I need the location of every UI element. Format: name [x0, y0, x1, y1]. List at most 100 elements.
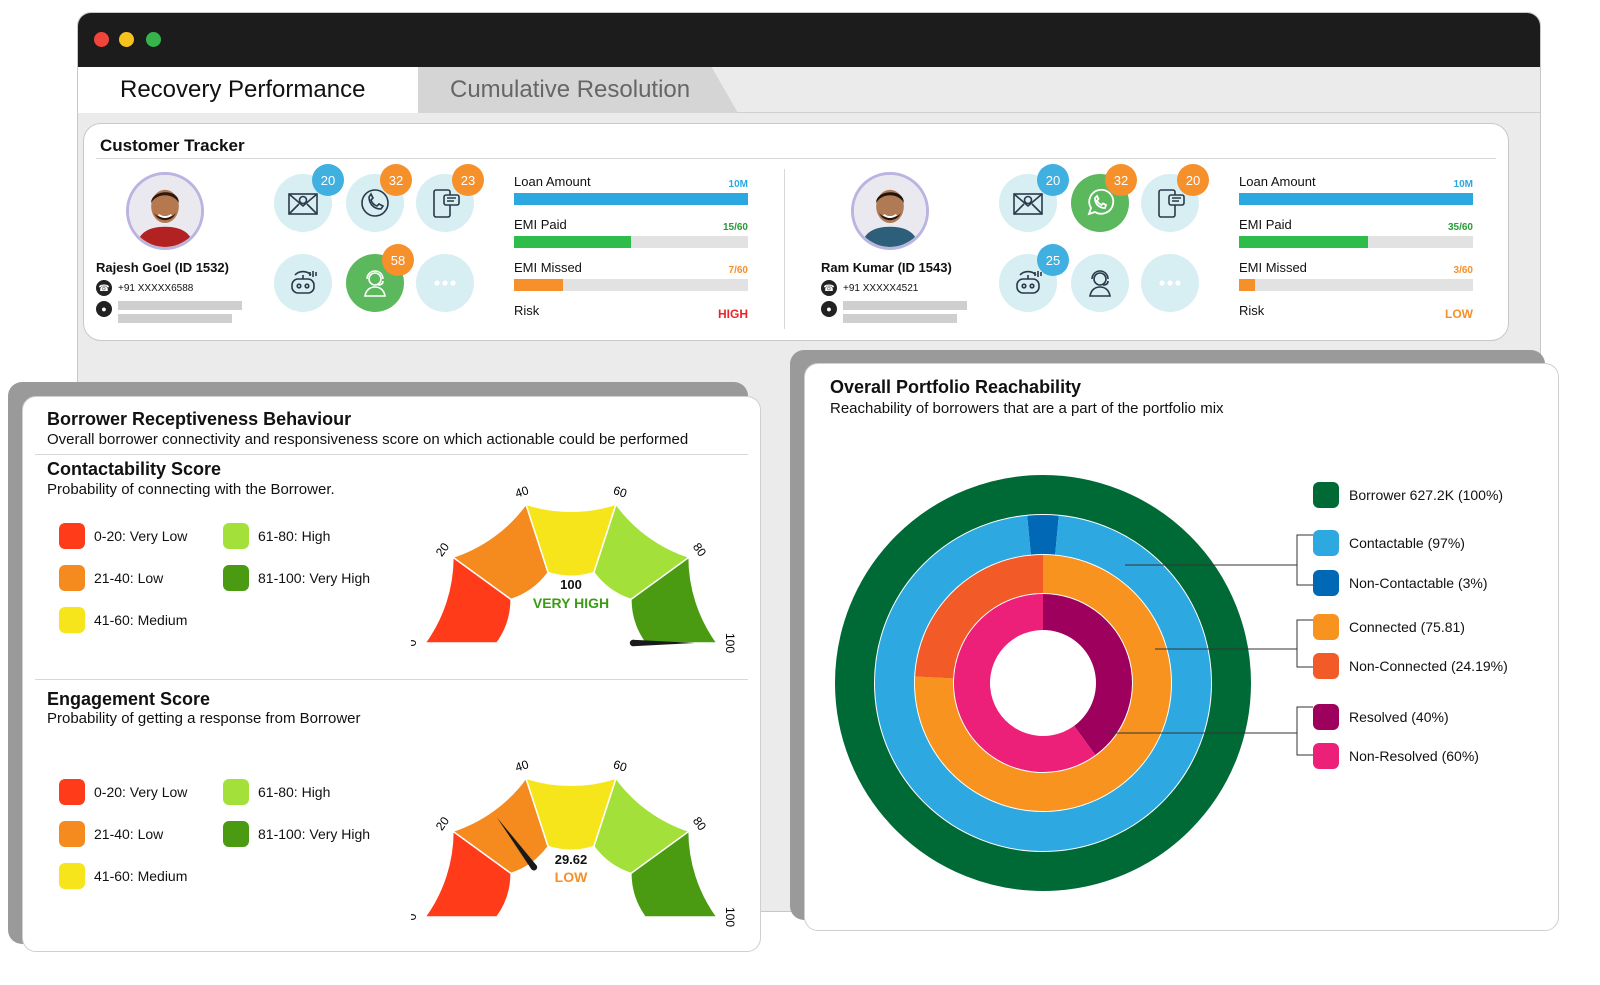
email-icon [1008, 183, 1048, 223]
donut-slice-non-contactable [1027, 515, 1059, 555]
customer-address: ● [821, 301, 967, 323]
portfolio-legend-item: Non-Resolved (60%) [1313, 743, 1479, 769]
phone-icon: ☎ [96, 280, 112, 296]
channel-count-badge: 58 [382, 244, 414, 276]
customer-avatar [851, 172, 929, 250]
gauge-tick-label: 0 [411, 639, 419, 646]
customer-phone-number: +91 XXXXX6588 [118, 282, 194, 294]
tab-recovery-performance[interactable]: Recovery Performance [78, 67, 418, 113]
customer-card[interactable]: Ram Kumar (ID 1543) ☎ +91 XXXXX4521 ● 20 32 20… [809, 164, 1499, 339]
customer-tracker: Customer Tracker Rajesh Goel (ID 1532) ☎ +… [83, 123, 1509, 341]
emi-missed-value: 7/60 [728, 265, 748, 276]
gauge-tick-label: 60 [612, 757, 629, 775]
contactability-subtitle: Probability of connecting with the Borro… [47, 481, 335, 498]
emi-missed-bar [1239, 279, 1473, 291]
score-legend-item: 81-100: Very High [223, 821, 370, 847]
portfolio-subtitle: Reachability of borrowers that are a par… [830, 400, 1224, 417]
legend-swatch [59, 863, 85, 889]
engagement-gauge: 0 20 40 60 80 100 [411, 757, 737, 927]
emi-paid-label: EMI Paid [1239, 217, 1292, 232]
agent-icon [355, 263, 395, 303]
channel-agent-button[interactable] [1071, 254, 1129, 312]
voicebot-icon [283, 263, 323, 303]
divider [96, 158, 1496, 159]
legend-label: 21-40: Low [94, 570, 164, 586]
legend-label: 0-20: Very Low [94, 528, 188, 544]
loan-amount-metric: Loan Amount 10M [514, 170, 748, 213]
score-legend-item: 21-40: Low [59, 821, 163, 847]
loan-amount-bar-fill [1239, 193, 1473, 205]
gauge-needle-hub [629, 639, 637, 647]
tab-bar: Cumulative Resolution Rate Recovery Perf… [78, 67, 1540, 113]
channel-count-badge: 20 [1037, 164, 1069, 196]
emi-paid-bar-fill [514, 236, 631, 248]
sms-icon [425, 183, 465, 223]
emi-paid-bar [514, 236, 748, 248]
donut-slice-non-resolved [953, 594, 1096, 772]
channel-more-button[interactable] [1141, 254, 1199, 312]
channel-count-badge: 20 [1177, 164, 1209, 196]
gauge-needle [496, 817, 537, 870]
emi-paid-bar [1239, 236, 1473, 248]
legend-label: 41-60: Medium [94, 868, 188, 884]
legend-label: 61-80: High [258, 784, 331, 800]
emi-paid-metric: EMI Paid 15/60 [514, 213, 748, 256]
loan-metrics: Loan Amount 10M EMI Paid 35/60 EMI Missed 3/6… [1239, 170, 1473, 342]
loan-amount-label: Loan Amount [1239, 174, 1316, 189]
score-legend-item: 81-100: Very High [223, 565, 370, 591]
legend-label: 0-20: Very Low [94, 784, 188, 800]
donut-slice-borrower [835, 475, 1251, 891]
maximize-window-button[interactable] [146, 32, 161, 47]
whatsapp-icon [1080, 183, 1120, 223]
receptiveness-subtitle: Overall borrower connectivity and respon… [47, 431, 689, 448]
legend-label: Contactable (97%) [1349, 535, 1465, 551]
gauge-tick-label: 60 [612, 483, 629, 501]
portfolio-title: Overall Portfolio Reachability [830, 377, 1082, 397]
legend-swatch [1313, 743, 1339, 769]
channel-voicebot-button[interactable] [274, 254, 332, 312]
gauge-segment [630, 555, 719, 644]
emi-missed-bar-fill [1239, 279, 1256, 291]
engagement-title: Engagement Score [47, 689, 211, 709]
legend-label: 61-80: High [258, 528, 331, 544]
score-legend-item: 61-80: High [223, 779, 330, 805]
gauge-tick-label: 80 [690, 814, 709, 833]
legend-swatch [59, 779, 85, 805]
emi-missed-metric: EMI Missed 3/60 [1239, 256, 1473, 299]
legend-label: Non-Connected (24.19%) [1349, 658, 1508, 674]
receptiveness-panel: Borrower Receptiveness Behaviour Overall… [22, 396, 761, 952]
gauge-tick-label: 100 [723, 633, 737, 653]
close-window-button[interactable] [94, 32, 109, 47]
tab-cumulative-resolution-rate[interactable]: Cumulative Resolution Rate [408, 67, 738, 113]
donut-slice-resolved [1043, 594, 1132, 756]
score-legend-item: 0-20: Very Low [59, 779, 187, 805]
channel-count-badge: 32 [380, 164, 412, 196]
channel-more-button[interactable] [416, 254, 474, 312]
customer-card[interactable]: Rajesh Goel (ID 1532) ☎ +91 XXXXX6588 ● 20 32… [84, 164, 774, 339]
legend-leader-line [1296, 565, 1313, 586]
risk-label: Risk [514, 303, 540, 318]
legend-swatch [1313, 614, 1339, 640]
legend-swatch [223, 779, 249, 805]
contactability-title: Contactability Score [47, 459, 222, 479]
channel-email-button[interactable] [999, 174, 1057, 232]
more-icon [425, 263, 465, 303]
legend-label: Non-Resolved (60%) [1349, 748, 1479, 764]
legend-leader-line [1110, 706, 1313, 734]
gauge-tick-label: 0 [411, 913, 419, 920]
redacted-address [843, 301, 967, 323]
legend-leader-line [1296, 649, 1313, 668]
customer-address: ● [96, 301, 242, 323]
minimize-window-button[interactable] [119, 32, 134, 47]
gauge-needle-hub [530, 864, 538, 871]
legend-label: 81-100: Very High [258, 826, 371, 842]
legend-swatch [223, 821, 249, 847]
receptiveness-title: Borrower Receptiveness Behaviour [47, 409, 352, 429]
legend-swatch [1313, 570, 1339, 596]
email-icon [283, 183, 323, 223]
loan-amount-bar [514, 193, 748, 205]
gauge-tick-label: 40 [513, 483, 530, 501]
emi-paid-value: 15/60 [722, 222, 748, 233]
emi-paid-metric: EMI Paid 35/60 [1239, 213, 1473, 256]
emi-missed-metric: EMI Missed 7/60 [514, 256, 748, 299]
